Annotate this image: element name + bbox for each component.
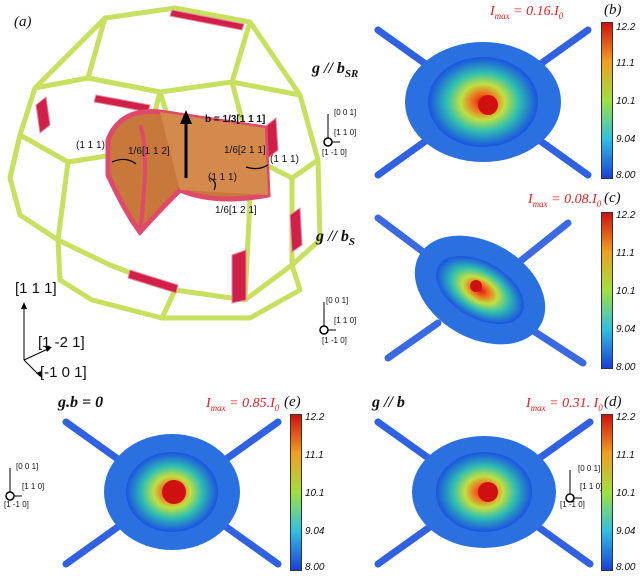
axis-icon-d xyxy=(565,470,582,503)
imax-value: = 0.85.I xyxy=(229,396,275,411)
imax-sub: max xyxy=(532,198,548,209)
axis-o-label: [1 -1 0] xyxy=(560,500,585,509)
cb-tick: 10.1 xyxy=(616,488,636,499)
cb-tick: 8.00 xyxy=(616,362,636,373)
cb-tick: 12.2 xyxy=(305,412,325,423)
imax-symbol: I xyxy=(490,4,495,19)
cb-tick: 11.1 xyxy=(616,248,635,259)
cb-tick: 9.04 xyxy=(616,526,636,537)
cb-tick: 10.1 xyxy=(305,488,325,499)
imax-symbol: I xyxy=(206,396,211,411)
axis-z-label: [0 0 1] xyxy=(326,296,349,305)
cb-tick: 8.00 xyxy=(616,170,636,181)
axis-o-label: [1 -1 0] xyxy=(322,148,347,157)
imax-value: = 0.08.I xyxy=(551,192,597,207)
panel-b-label: (b) xyxy=(604,2,622,18)
partial-112-label: 1/6[1 1 2] xyxy=(128,146,170,157)
g-label-text: g // b xyxy=(372,394,405,411)
cb-tick: 11.1 xyxy=(616,450,635,461)
panel-c-colorbar xyxy=(601,212,613,369)
g-label-sub: S xyxy=(348,236,356,249)
cb-tick: 11.1 xyxy=(616,58,635,69)
panel-d-g-label: g // b xyxy=(372,394,405,412)
panel-b-map xyxy=(374,26,592,179)
panel-b-colorbar xyxy=(601,22,613,179)
panel-e-colorbar xyxy=(290,414,302,571)
burgers-vector-label: b = 1/3[1 1 1] xyxy=(205,114,266,125)
axis-o-label: [1 -1 0] xyxy=(322,336,347,345)
axis-x-label: [1 1 0] xyxy=(334,316,357,325)
plane-label-2: (1 1 1) xyxy=(270,154,299,165)
g-label-text: g.b = 0 xyxy=(58,394,104,411)
axis-icon-e xyxy=(5,468,22,501)
panel-e-g-label: g.b = 0 xyxy=(58,394,103,412)
direction-111-label: [1 1 1] xyxy=(15,280,57,297)
axis-x-label: [1 1 0] xyxy=(580,482,603,491)
axis-o-label: [1 -1 0] xyxy=(4,500,29,509)
g-label-text: g // b xyxy=(316,228,349,245)
panel-a-label: (a) xyxy=(14,14,32,30)
partial-121-label: 1/6[1 2 1] xyxy=(215,205,257,216)
cb-tick: 10.1 xyxy=(616,96,636,107)
cb-tick: 12.2 xyxy=(616,210,636,221)
axis-x-label: [1 1 0] xyxy=(22,482,45,491)
cb-tick: 10.1 xyxy=(616,286,636,297)
panel-d-map xyxy=(374,418,594,568)
partial-211-label: 1/6[2 1 1] xyxy=(224,145,266,156)
panel-d-imax: Imax = 0.31. I0 xyxy=(526,396,603,413)
cb-tick: 9.04 xyxy=(616,324,636,335)
cb-tick: 12.2 xyxy=(616,412,636,423)
imax-tail: 0 xyxy=(596,198,602,209)
panel-d-label: (d) xyxy=(604,394,622,410)
panel-c-imax: Imax = 0.08.I0 xyxy=(528,192,601,209)
panel-e-map xyxy=(62,418,282,568)
imax-tail: 0 xyxy=(598,402,603,413)
panel-e-label: (e) xyxy=(284,394,301,410)
plane-label-1: (1 1 1) xyxy=(76,140,105,151)
axis-icon-c xyxy=(319,302,336,335)
imax-symbol: I xyxy=(526,396,531,411)
axis-icon-b xyxy=(323,114,340,147)
cb-tick: 12.2 xyxy=(616,22,636,33)
cb-tick: 9.04 xyxy=(305,526,325,537)
panel-e-imax: Imax = 0.85.I0 xyxy=(206,396,279,413)
g-label-text: g // b xyxy=(312,60,345,77)
cb-tick: 9.04 xyxy=(616,134,636,145)
axis-z-label: [0 0 1] xyxy=(334,108,357,117)
axis-z-label: [0 0 1] xyxy=(578,464,601,473)
panel-c-map xyxy=(374,214,587,367)
panel-b-g-label: g // bSR xyxy=(312,60,358,80)
imax-value: = 0.31. I xyxy=(549,396,599,411)
imax-symbol: I xyxy=(528,192,533,207)
g-label-sub: SR xyxy=(344,68,359,81)
imax-tail: 0 xyxy=(274,402,280,413)
plane-label-3: (1 1 1) xyxy=(208,172,237,183)
cb-tick: 8.00 xyxy=(305,562,325,573)
imax-tail: 0 xyxy=(558,10,564,21)
axis-z-label: [0 0 1] xyxy=(16,462,39,471)
panel-b-imax: Imax = 0.16.I0 xyxy=(490,4,563,21)
imax-sub: max xyxy=(530,402,546,413)
imax-sub: max xyxy=(210,402,226,413)
cb-tick: 11.1 xyxy=(305,450,324,461)
direction-axes-icon xyxy=(21,302,52,378)
imax-sub: max xyxy=(494,10,510,21)
dislocation-model xyxy=(7,5,323,321)
panel-c-g-label: g // bS xyxy=(316,228,355,248)
axis-x-label: [1 1 0] xyxy=(334,128,357,137)
cb-tick: 8.00 xyxy=(616,562,636,573)
panel-d-colorbar xyxy=(601,414,613,571)
panel-c-label: (c) xyxy=(604,190,621,206)
imax-value: = 0.16.I xyxy=(513,4,559,19)
direction-m101-label: [-1 0 1] xyxy=(40,364,87,381)
